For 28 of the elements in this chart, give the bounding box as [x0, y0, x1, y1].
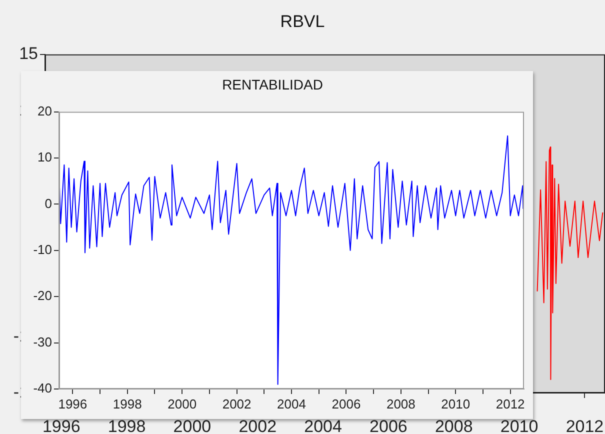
x-tick-label: 1998: [112, 396, 142, 412]
x-tick-label: 2008: [434, 416, 473, 434]
x-tick-label: 2010: [500, 416, 538, 434]
x-tick-label: 1998: [108, 416, 146, 434]
x-tick-label: 1996: [58, 396, 88, 412]
y-tick-label: 0: [44, 196, 52, 211]
x-tick-label: 2000: [168, 396, 197, 412]
chart-title: RENTABILIDAD: [222, 76, 323, 92]
y-tick-label: 20: [38, 103, 52, 118]
y-tick-label: -30: [33, 334, 52, 350]
x-tick-label: 2000: [173, 416, 212, 434]
x-tick-label: 2010: [441, 396, 470, 412]
x-tick-label: 2002: [222, 396, 252, 412]
x-tick-label: 2006: [370, 416, 408, 434]
x-tick-label: 2008: [386, 396, 416, 412]
x-tick-label: 2006: [332, 396, 361, 412]
x-tick-label: 2002: [238, 416, 277, 434]
x-tick-label: 2012: [496, 396, 525, 412]
x-tick-label: 1996: [42, 416, 80, 434]
y-tick-label: -10: [33, 242, 52, 257]
chart-title: RBVL: [280, 12, 325, 31]
y-tick-label: 10: [38, 150, 52, 165]
y-tick-label: -20: [33, 288, 52, 304]
y-tick-label: -40: [33, 380, 52, 396]
x-tick-label: 2004: [304, 416, 342, 434]
y-tick-label: 15: [19, 44, 38, 64]
x-tick-label: 2004: [277, 396, 306, 412]
x-tick-label: 2012: [566, 416, 604, 434]
